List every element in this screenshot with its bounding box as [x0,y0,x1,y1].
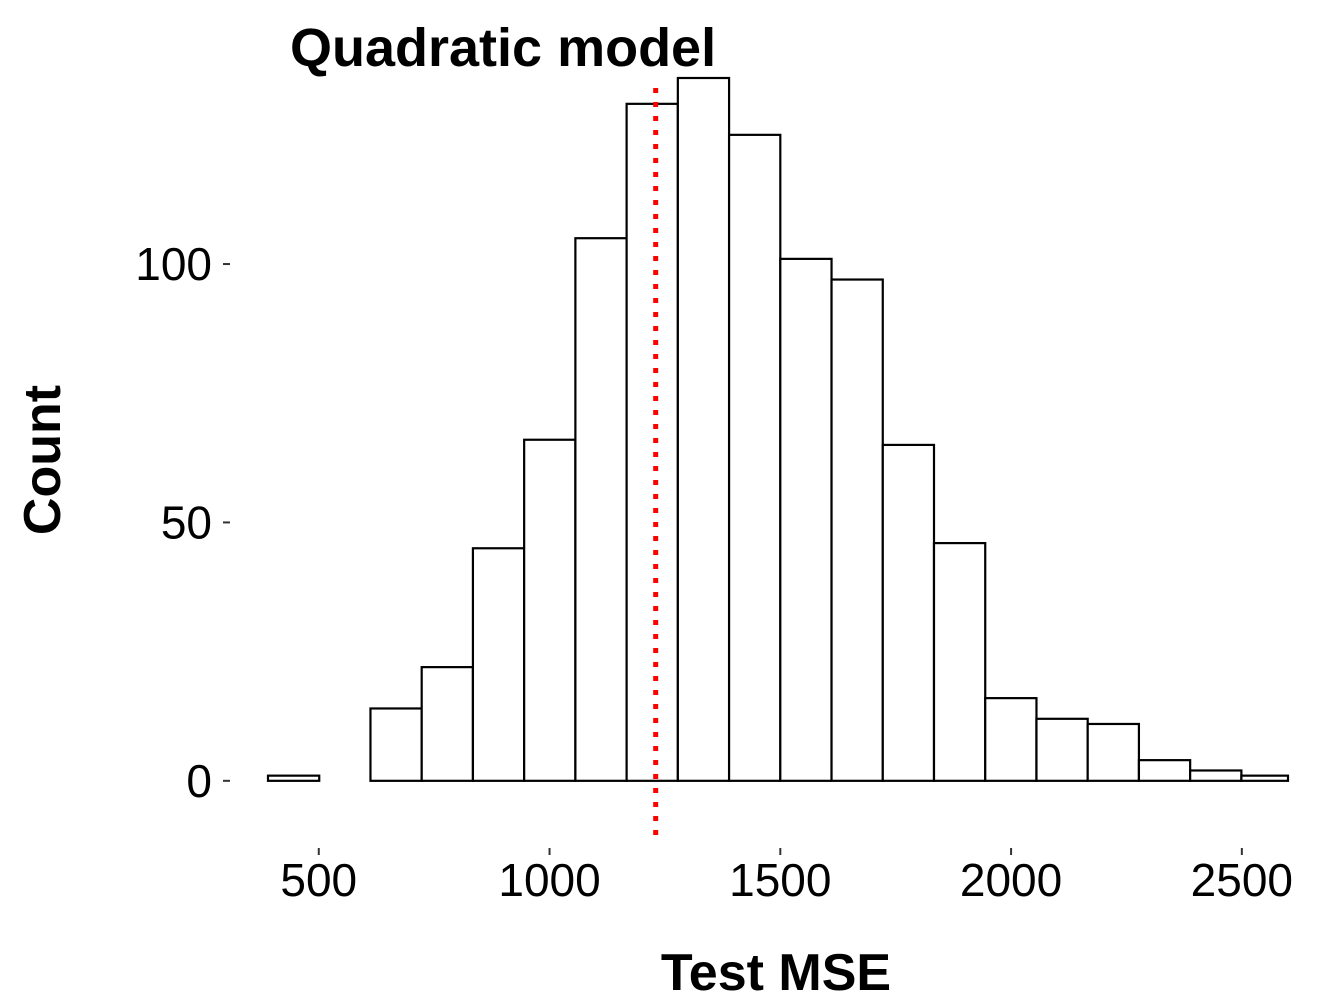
y-axis: 0 50 100 [135,238,230,807]
histogram-bar [830,278,884,782]
histogram-bar [266,774,321,782]
y-tick-label: 50 [161,496,212,548]
histogram-bar [932,542,987,782]
histogram-bar [727,133,782,782]
histogram-bar [1137,759,1192,782]
y-tick-label: 0 [186,755,212,807]
histogram-bar [420,666,475,782]
histogram-bar [676,76,731,782]
histogram-bar [779,257,833,782]
histogram-bar [1240,774,1290,782]
y-tick-label: 100 [135,238,212,290]
histogram-bar [471,547,526,782]
histogram-bar [574,237,628,782]
histogram-bar [984,697,1038,782]
histogram-bar [369,707,423,782]
histogram-bar [1086,722,1141,782]
x-axis-title: Test MSE [661,944,891,1002]
histogram-bar [1189,769,1243,782]
histogram-bar [625,102,679,782]
x-tick-label: 2500 [1191,854,1293,906]
bars-group [266,76,1290,782]
x-tick-label: 2000 [960,854,1062,906]
histogram-bar [1035,717,1089,782]
x-tick-label: 1000 [498,854,600,906]
chart-title: Quadratic model [290,18,716,78]
histogram-bar [881,443,936,782]
x-tick-label: 500 [280,854,357,906]
x-tick-label: 1500 [729,854,831,906]
x-axis: 500 1000 1500 2000 2500 [280,848,1293,906]
histogram-bar [523,438,577,782]
y-axis-title: Count [14,385,72,535]
